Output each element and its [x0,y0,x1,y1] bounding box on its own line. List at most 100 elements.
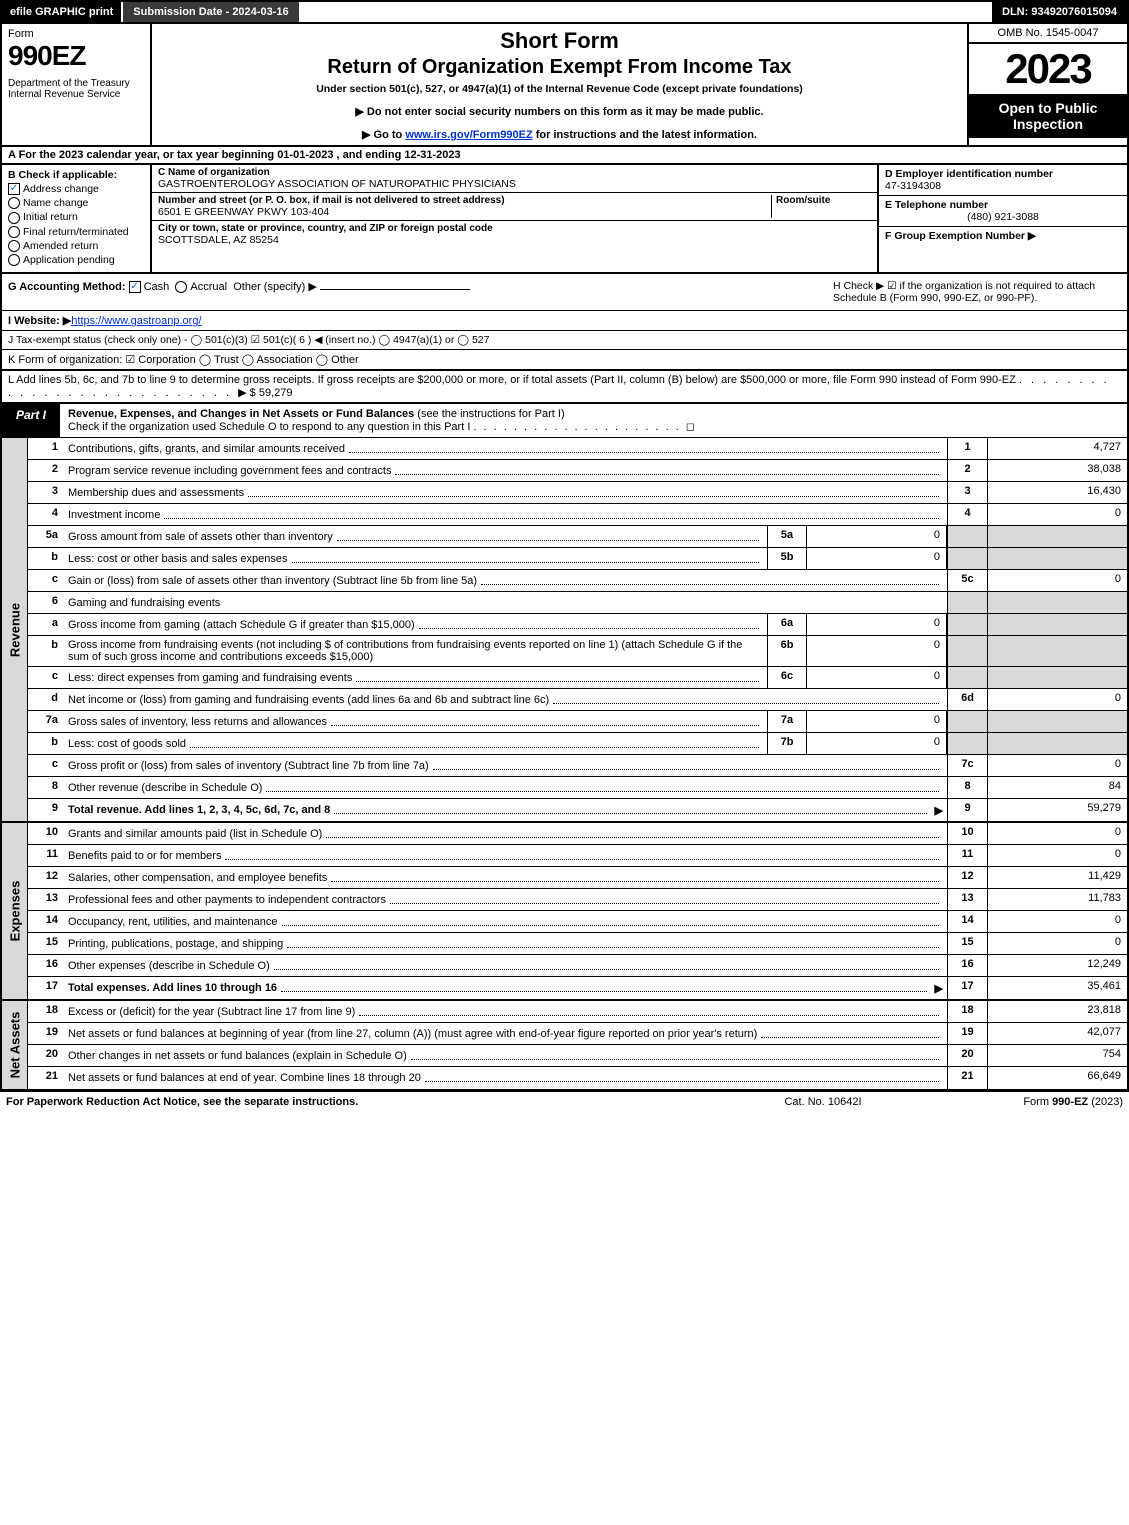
street: 6501 E GREENWAY PKWY 103-404 [158,206,771,218]
row-l-text: L Add lines 5b, 6c, and 7b to line 9 to … [8,374,1016,386]
form-header: Form 990EZ Department of the Treasury In… [0,24,1129,147]
line-c: cGross profit or (loss) from sales of in… [28,755,1127,777]
line-17: 17Total expenses. Add lines 10 through 1… [28,977,1127,999]
netassets-section: Net Assets 18Excess or (deficit) for the… [0,1001,1129,1091]
open-inspection: Open to Public Inspection [969,94,1127,138]
row-bcdef: B Check if applicable: ✓Address change Na… [0,165,1129,274]
checkbox-address-change[interactable]: ✓Address change [8,183,144,195]
col-def: D Employer identification number 47-3194… [877,165,1127,272]
col-h: H Check ▶ ☑ if the organization is not r… [827,274,1127,310]
dln: DLN: 93492076015094 [992,2,1127,22]
line-12: 12Salaries, other compensation, and empl… [28,867,1127,889]
expenses-lines: 10Grants and similar amounts paid (list … [28,823,1127,999]
cash-checkbox[interactable]: ✓ [129,281,141,293]
line-10: 10Grants and similar amounts paid (list … [28,823,1127,845]
checkbox-initial-return[interactable]: Initial return [8,211,144,223]
line-7a: 7aGross sales of inventory, less returns… [28,711,1127,733]
line-1: 1Contributions, gifts, grants, and simil… [28,438,1127,460]
phone-label: E Telephone number [885,199,1121,211]
line-3: 3Membership dues and assessments316,430 [28,482,1127,504]
part1-header: Part I Revenue, Expenses, and Changes in… [0,404,1129,438]
part1-desc: Revenue, Expenses, and Changes in Net As… [60,404,1127,437]
col-b-title: B Check if applicable: [8,169,144,181]
header-center: Short Form Return of Organization Exempt… [152,24,967,145]
revenue-side-label: Revenue [2,438,28,821]
form-number: 990EZ [8,40,144,72]
col-b: B Check if applicable: ✓Address change Na… [2,165,152,272]
footer-form: Form 990-EZ (2023) [923,1096,1123,1108]
checkbox-final-return-terminated[interactable]: Final return/terminated [8,226,144,238]
line-16: 16Other expenses (describe in Schedule O… [28,955,1127,977]
row-j: J Tax-exempt status (check only one) - ◯… [0,331,1129,350]
expenses-side-label: Expenses [2,823,28,999]
group-exemption-label: F Group Exemption Number ▶ [885,230,1121,242]
header-left: Form 990EZ Department of the Treasury In… [2,24,152,145]
footer-catno: Cat. No. 10642I [723,1096,923,1108]
netassets-lines: 18Excess or (deficit) for the year (Subt… [28,1001,1127,1089]
line-13: 13Professional fees and other payments t… [28,889,1127,911]
website-link[interactable]: https://www.gastroanp.org/ [71,315,201,327]
accounting-label: G Accounting Method: [8,281,126,293]
col-c: C Name of organization GASTROENTEROLOGY … [152,165,877,272]
irs-link[interactable]: www.irs.gov/Form990EZ [405,129,532,141]
row-k: K Form of organization: ☑ Corporation ◯ … [0,350,1129,371]
line-4: 4Investment income40 [28,504,1127,526]
netassets-side-label: Net Assets [2,1001,28,1089]
line-d: dNet income or (loss) from gaming and fu… [28,689,1127,711]
ssn-note: ▶ Do not enter social security numbers o… [160,105,959,118]
org-name-label: C Name of organization [158,167,871,178]
part1-title: Revenue, Expenses, and Changes in Net As… [68,408,414,420]
goto-post: for instructions and the latest informat… [533,129,757,141]
col-g: G Accounting Method: ✓Cash Accrual Other… [2,274,827,310]
line-c: cGain or (loss) from sale of assets othe… [28,570,1127,592]
line-14: 14Occupancy, rent, utilities, and mainte… [28,911,1127,933]
line-21: 21Net assets or fund balances at end of … [28,1067,1127,1089]
expenses-section: Expenses 10Grants and similar amounts pa… [0,823,1129,1001]
dept-label: Department of the Treasury Internal Reve… [8,78,144,100]
efile-print-button[interactable]: efile GRAPHIC print [2,2,123,22]
line-20: 20Other changes in net assets or fund ba… [28,1045,1127,1067]
other-specify-input[interactable] [320,289,470,290]
part1-paren: (see the instructions for Part I) [417,408,564,420]
checkbox-application-pending[interactable]: Application pending [8,254,144,266]
line-c: cLess: direct expenses from gaming and f… [28,667,1127,689]
line-5a: 5aGross amount from sale of assets other… [28,526,1127,548]
cash-label: Cash [144,281,170,293]
org-name-row: C Name of organization GASTROENTEROLOGY … [152,165,877,193]
checkbox-name-change[interactable]: Name change [8,197,144,209]
line-18: 18Excess or (deficit) for the year (Subt… [28,1001,1127,1023]
line-b: bGross income from fundraising events (n… [28,636,1127,667]
ein-value: 47-3194308 [885,180,1121,192]
accrual-checkbox[interactable] [175,281,187,293]
line-8: 8Other revenue (describe in Schedule O)8… [28,777,1127,799]
omb-number: OMB No. 1545-0047 [969,24,1127,44]
part1-checkbox[interactable]: ◻ [686,421,695,433]
revenue-lines: 1Contributions, gifts, grants, and simil… [28,438,1127,821]
tax-year: 2023 [969,44,1127,94]
line-b: bLess: cost or other basis and sales exp… [28,548,1127,570]
line-11: 11Benefits paid to or for members110 [28,845,1127,867]
accrual-label: Accrual [190,281,227,293]
return-title: Return of Organization Exempt From Incom… [160,56,959,79]
row-l-amount: ▶ $ 59,279 [238,387,292,399]
phone-row: E Telephone number (480) 921-3088 [879,196,1127,227]
revenue-section: Revenue 1Contributions, gifts, grants, a… [0,438,1129,823]
part1-check: Check if the organization used Schedule … [68,421,470,433]
submission-date: Submission Date - 2024-03-16 [123,2,298,22]
footer-notice: For Paperwork Reduction Act Notice, see … [6,1096,723,1108]
checkbox-amended-return[interactable]: Amended return [8,240,144,252]
city-row: City or town, state or province, country… [152,221,877,248]
ein-row: D Employer identification number 47-3194… [879,165,1127,196]
line-9: 9Total revenue. Add lines 1, 2, 3, 4, 5c… [28,799,1127,821]
phone-value: (480) 921-3088 [885,211,1121,223]
other-label: Other (specify) ▶ [233,281,317,293]
line-15: 15Printing, publications, postage, and s… [28,933,1127,955]
h-text: H Check ▶ ☑ if the organization is not r… [833,280,1095,304]
row-gh: G Accounting Method: ✓Cash Accrual Other… [0,274,1129,311]
org-name: GASTROENTEROLOGY ASSOCIATION OF NATUROPA… [158,178,871,190]
line-b: bLess: cost of goods sold7b0 [28,733,1127,755]
line-a: aGross income from gaming (attach Schedu… [28,614,1127,636]
row-l: L Add lines 5b, 6c, and 7b to line 9 to … [0,371,1129,404]
short-form-title: Short Form [160,28,959,54]
header-right: OMB No. 1545-0047 2023 Open to Public In… [967,24,1127,145]
